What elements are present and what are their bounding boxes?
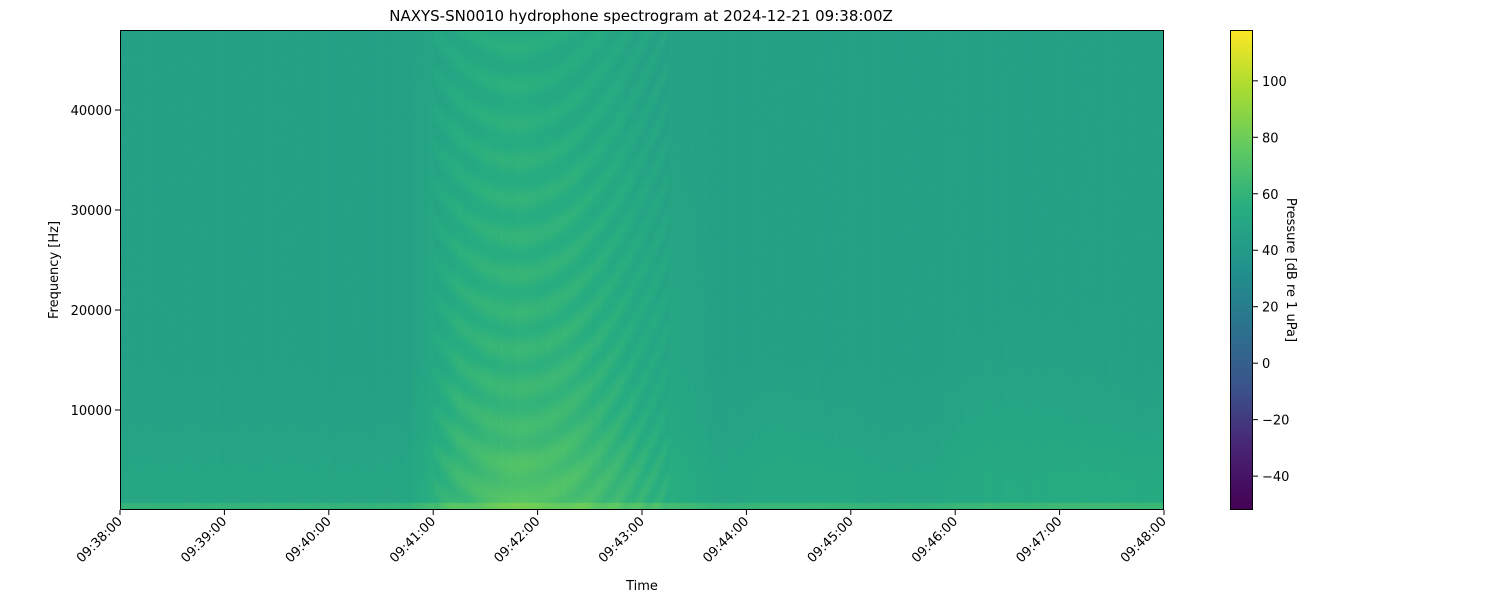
colorbar-tick-label: 80 bbox=[1262, 131, 1279, 146]
y-tick-label: 30000 bbox=[71, 204, 112, 219]
x-tick-label: 09:38:00 bbox=[74, 514, 126, 566]
y-axis-label: Frequency [Hz] bbox=[47, 221, 62, 319]
colorbar-tick-label: 100 bbox=[1262, 75, 1287, 90]
x-tick-label: 09:44:00 bbox=[700, 514, 752, 566]
y-tick-label: 20000 bbox=[71, 304, 112, 319]
x-tick-label: 09:46:00 bbox=[909, 514, 961, 566]
x-axis-label: Time bbox=[625, 579, 658, 594]
x-tick-label: 09:45:00 bbox=[805, 514, 857, 566]
y-tick-label: 40000 bbox=[71, 104, 112, 119]
colorbar-tick-label: −20 bbox=[1262, 414, 1289, 429]
colorbar-label: Pressure [dB re 1 uPa] bbox=[1283, 198, 1298, 342]
x-tick-label: 09:47:00 bbox=[1014, 514, 1066, 566]
chart-title: NAXYS-SN0010 hydrophone spectrogram at 2… bbox=[389, 7, 893, 25]
colorbar-tick-label: 40 bbox=[1262, 244, 1279, 259]
y-tick-label: 10000 bbox=[71, 404, 112, 419]
spectrogram-heatmap bbox=[120, 30, 1164, 510]
x-tick-label: 09:39:00 bbox=[178, 514, 230, 566]
plot-frame bbox=[120, 30, 1164, 510]
x-tick-label: 09:41:00 bbox=[387, 514, 439, 566]
colorbar-tick-label: −40 bbox=[1262, 470, 1289, 485]
colorbar-frame bbox=[1230, 30, 1253, 510]
colorbar-tick-label: 60 bbox=[1262, 188, 1279, 203]
x-tick-label: 09:48:00 bbox=[1118, 514, 1170, 566]
colorbar-tick-label: 0 bbox=[1262, 357, 1270, 372]
colorbar-gradient bbox=[1230, 30, 1253, 510]
x-tick-label: 09:43:00 bbox=[596, 514, 648, 566]
colorbar-tick-label: 20 bbox=[1262, 301, 1279, 316]
x-tick-label: 09:42:00 bbox=[492, 514, 544, 566]
x-tick-label: 09:40:00 bbox=[283, 514, 335, 566]
